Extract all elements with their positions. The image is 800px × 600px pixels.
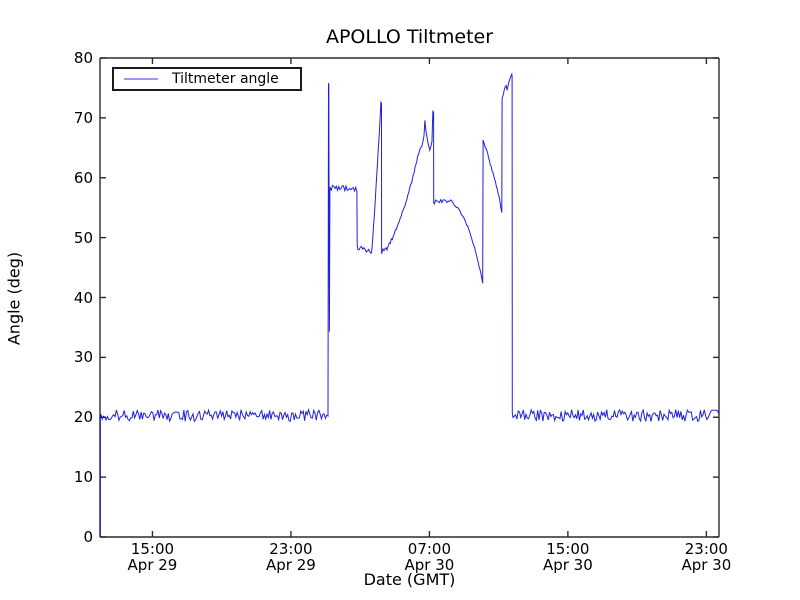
chart-title: APOLLO Tiltmeter [325, 26, 494, 48]
x-axis-label: Date (GMT) [363, 570, 456, 589]
y-tick-label: 80 [73, 49, 93, 67]
y-tick-label: 20 [73, 408, 93, 427]
tiltmeter-angle-line [99, 72, 720, 537]
y-tick-label: 50 [73, 228, 93, 247]
y-tick-label: 0 [83, 528, 93, 546]
x-tick-label: 15:00 Apr 29 [127, 540, 178, 574]
legend-line-sample [124, 78, 158, 80]
x-tick-label: 23:00 Apr 29 [266, 540, 316, 574]
y-tick-label: 60 [73, 168, 93, 187]
y-tick-label: 30 [73, 348, 93, 367]
legend-label: Tiltmeter angle [172, 71, 279, 87]
y-tick-label: 70 [73, 108, 93, 127]
x-tick-label: 07:00 Apr 30 [404, 540, 455, 574]
legend: Tiltmeter angle [112, 67, 302, 91]
y-tick-label: 40 [73, 288, 93, 307]
x-tick-label: 23:00 Apr 30 [681, 540, 732, 574]
x-tick-label: 15:00 Apr 30 [542, 540, 593, 574]
y-tick-label: 10 [73, 468, 93, 487]
y-axis-label: Angle (deg) [4, 251, 24, 346]
